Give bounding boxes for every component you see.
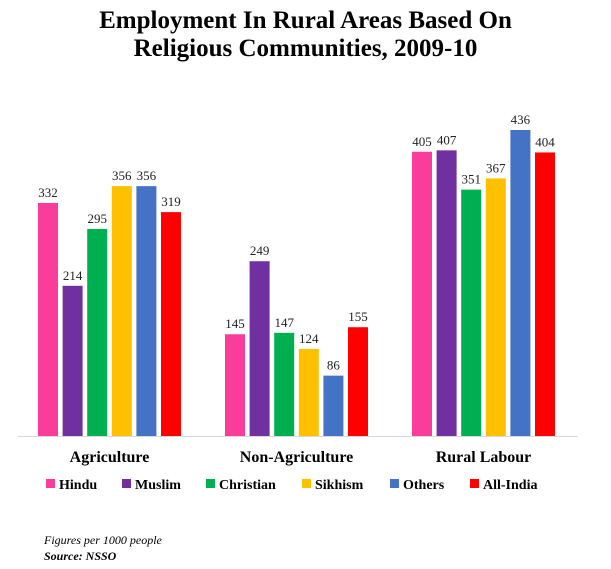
bar-agriculture-christian bbox=[87, 228, 108, 436]
bar-agriculture-all-india bbox=[161, 212, 181, 436]
chart-title-line2: Religious Communities, 2009-10 bbox=[133, 35, 478, 62]
legend-swatch bbox=[390, 479, 399, 488]
bar-rural labour-christian bbox=[461, 189, 482, 436]
data-label: 356 bbox=[137, 168, 157, 183]
footnote: Figures per 1000 people bbox=[44, 533, 162, 547]
category-label: Rural Labour bbox=[436, 449, 532, 466]
bar-agriculture-sikhism bbox=[111, 186, 132, 436]
data-label: 145 bbox=[225, 316, 245, 331]
data-label: 405 bbox=[412, 134, 432, 149]
legend-label: Muslim bbox=[135, 478, 181, 493]
data-label: 249 bbox=[250, 243, 270, 258]
bar-non-agriculture-christian bbox=[274, 332, 295, 436]
data-label: 319 bbox=[161, 194, 181, 209]
bar-non-agriculture-all-india bbox=[348, 327, 368, 436]
bar-agriculture-muslim bbox=[62, 285, 83, 436]
legend-label: All-India bbox=[483, 478, 537, 493]
legend-label: Others bbox=[403, 478, 445, 493]
bar-non-agriculture-others bbox=[323, 375, 344, 436]
data-label: 407 bbox=[437, 132, 457, 147]
bar-agriculture-others bbox=[136, 186, 157, 436]
legend-label: Christian bbox=[219, 478, 276, 493]
data-label: 367 bbox=[486, 160, 506, 175]
data-label: 214 bbox=[63, 268, 83, 283]
bar-rural labour-all-india bbox=[535, 152, 555, 436]
category-label: Non-Agriculture bbox=[240, 449, 353, 466]
data-label: 155 bbox=[348, 309, 368, 324]
data-label: 332 bbox=[38, 185, 58, 200]
legend-label: Hindu bbox=[59, 478, 97, 493]
bar-agriculture-hindu bbox=[38, 202, 58, 436]
legend-swatch bbox=[122, 479, 131, 488]
legend-swatch bbox=[302, 479, 311, 488]
bar-rural labour-muslim bbox=[436, 150, 457, 436]
data-label: 124 bbox=[299, 331, 319, 346]
bar-rural labour-sikhism bbox=[485, 178, 506, 436]
data-label: 295 bbox=[87, 211, 107, 226]
category-label: Agriculture bbox=[70, 449, 150, 466]
legend-swatch bbox=[46, 479, 55, 488]
bar-non-agriculture-hindu bbox=[225, 334, 245, 436]
legend-label: Sikhism bbox=[315, 478, 364, 493]
legend-swatch bbox=[206, 479, 215, 488]
bar-rural labour-hindu bbox=[412, 151, 432, 436]
legend-swatch bbox=[470, 479, 479, 488]
bar-non-agriculture-sikhism bbox=[298, 348, 319, 436]
data-label: 86 bbox=[327, 358, 341, 373]
data-label: 351 bbox=[461, 172, 481, 187]
data-label: 147 bbox=[274, 315, 294, 330]
data-label: 436 bbox=[511, 112, 531, 127]
data-label: 356 bbox=[112, 168, 132, 183]
bar-rural labour-others bbox=[510, 130, 531, 436]
bar-non-agriculture-muslim bbox=[249, 261, 270, 436]
data-label: 404 bbox=[535, 134, 555, 149]
chart-title-line1: Employment In Rural Areas Based On bbox=[99, 7, 512, 34]
source-note: Source: NSSO bbox=[44, 549, 117, 563]
